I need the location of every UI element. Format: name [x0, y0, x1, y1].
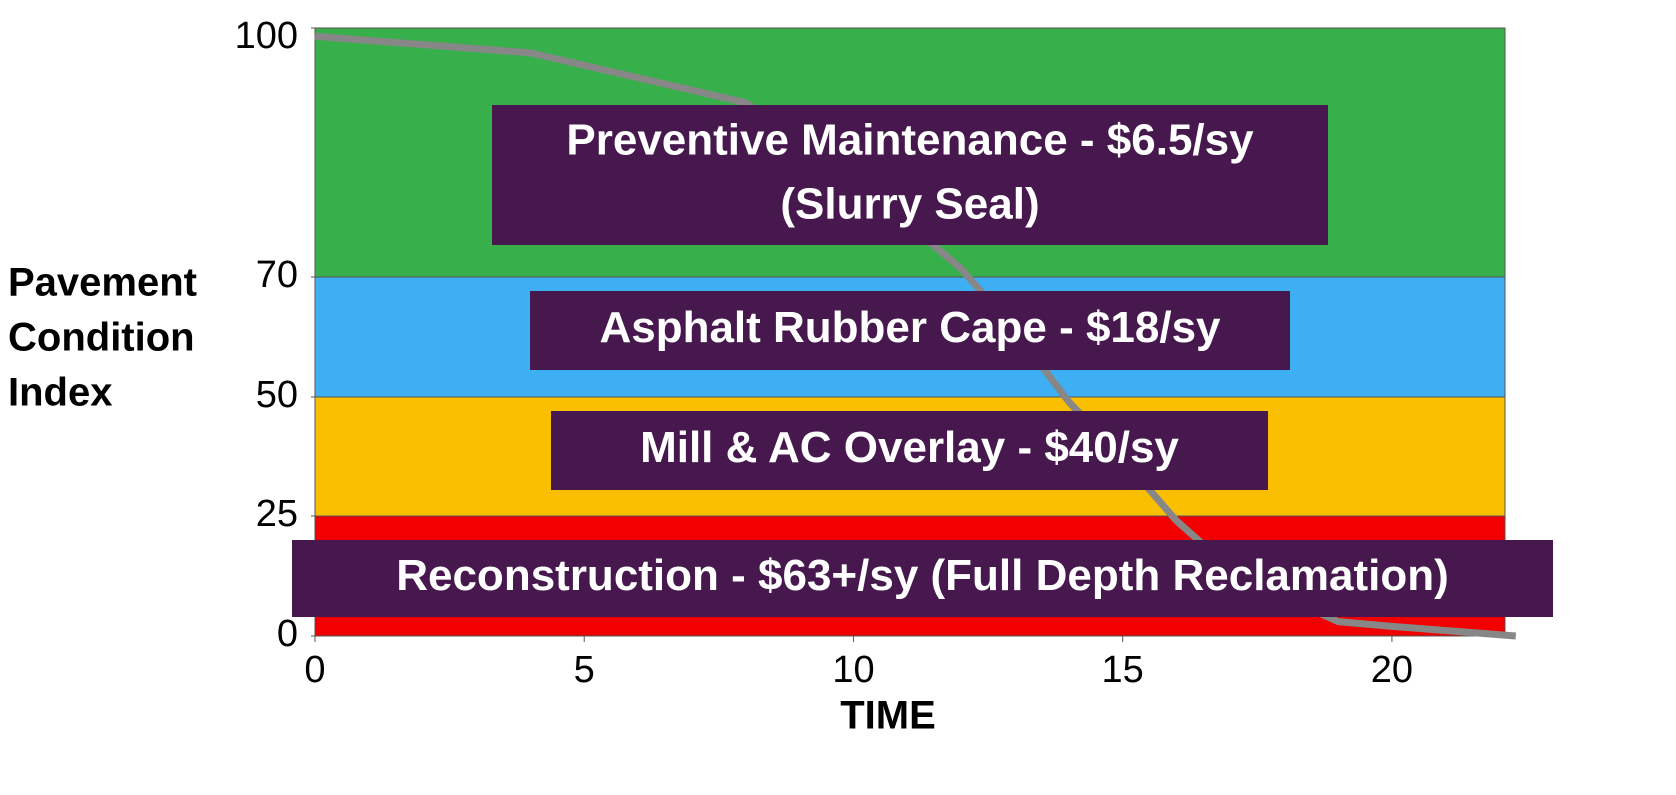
y-tick-label: 70 [256, 254, 298, 296]
y-tick-label: 0 [277, 613, 298, 655]
y-tick-label: 100 [235, 15, 298, 57]
label-box [530, 291, 1290, 370]
band-label: Mill & AC Overlay - $40/sy [640, 423, 1179, 472]
x-tick-label: 0 [304, 649, 325, 691]
x-tick-label: 20 [1371, 649, 1413, 691]
x-tick-label: 15 [1102, 649, 1144, 691]
band-label: (Slurry Seal) [780, 180, 1039, 229]
x-tick-label: 5 [574, 649, 595, 691]
x-tick-label: 10 [832, 649, 874, 691]
band-label: Asphalt Rubber Cape - $18/sy [599, 303, 1221, 352]
y-axis-title: Condition [8, 316, 195, 360]
label-box [492, 105, 1328, 245]
band-label: Reconstruction - $63+/sy (Full Depth Rec… [396, 551, 1449, 600]
band-label: Preventive Maintenance - $6.5/sy [566, 116, 1254, 165]
y-tick-label: 50 [256, 374, 298, 416]
label-box [292, 540, 1553, 617]
y-tick-label: 25 [256, 493, 298, 535]
label-box [551, 411, 1268, 490]
x-axis-title: TIME [840, 694, 936, 738]
y-axis-title: Index [8, 371, 112, 415]
y-axis-title: Pavement [8, 261, 197, 305]
